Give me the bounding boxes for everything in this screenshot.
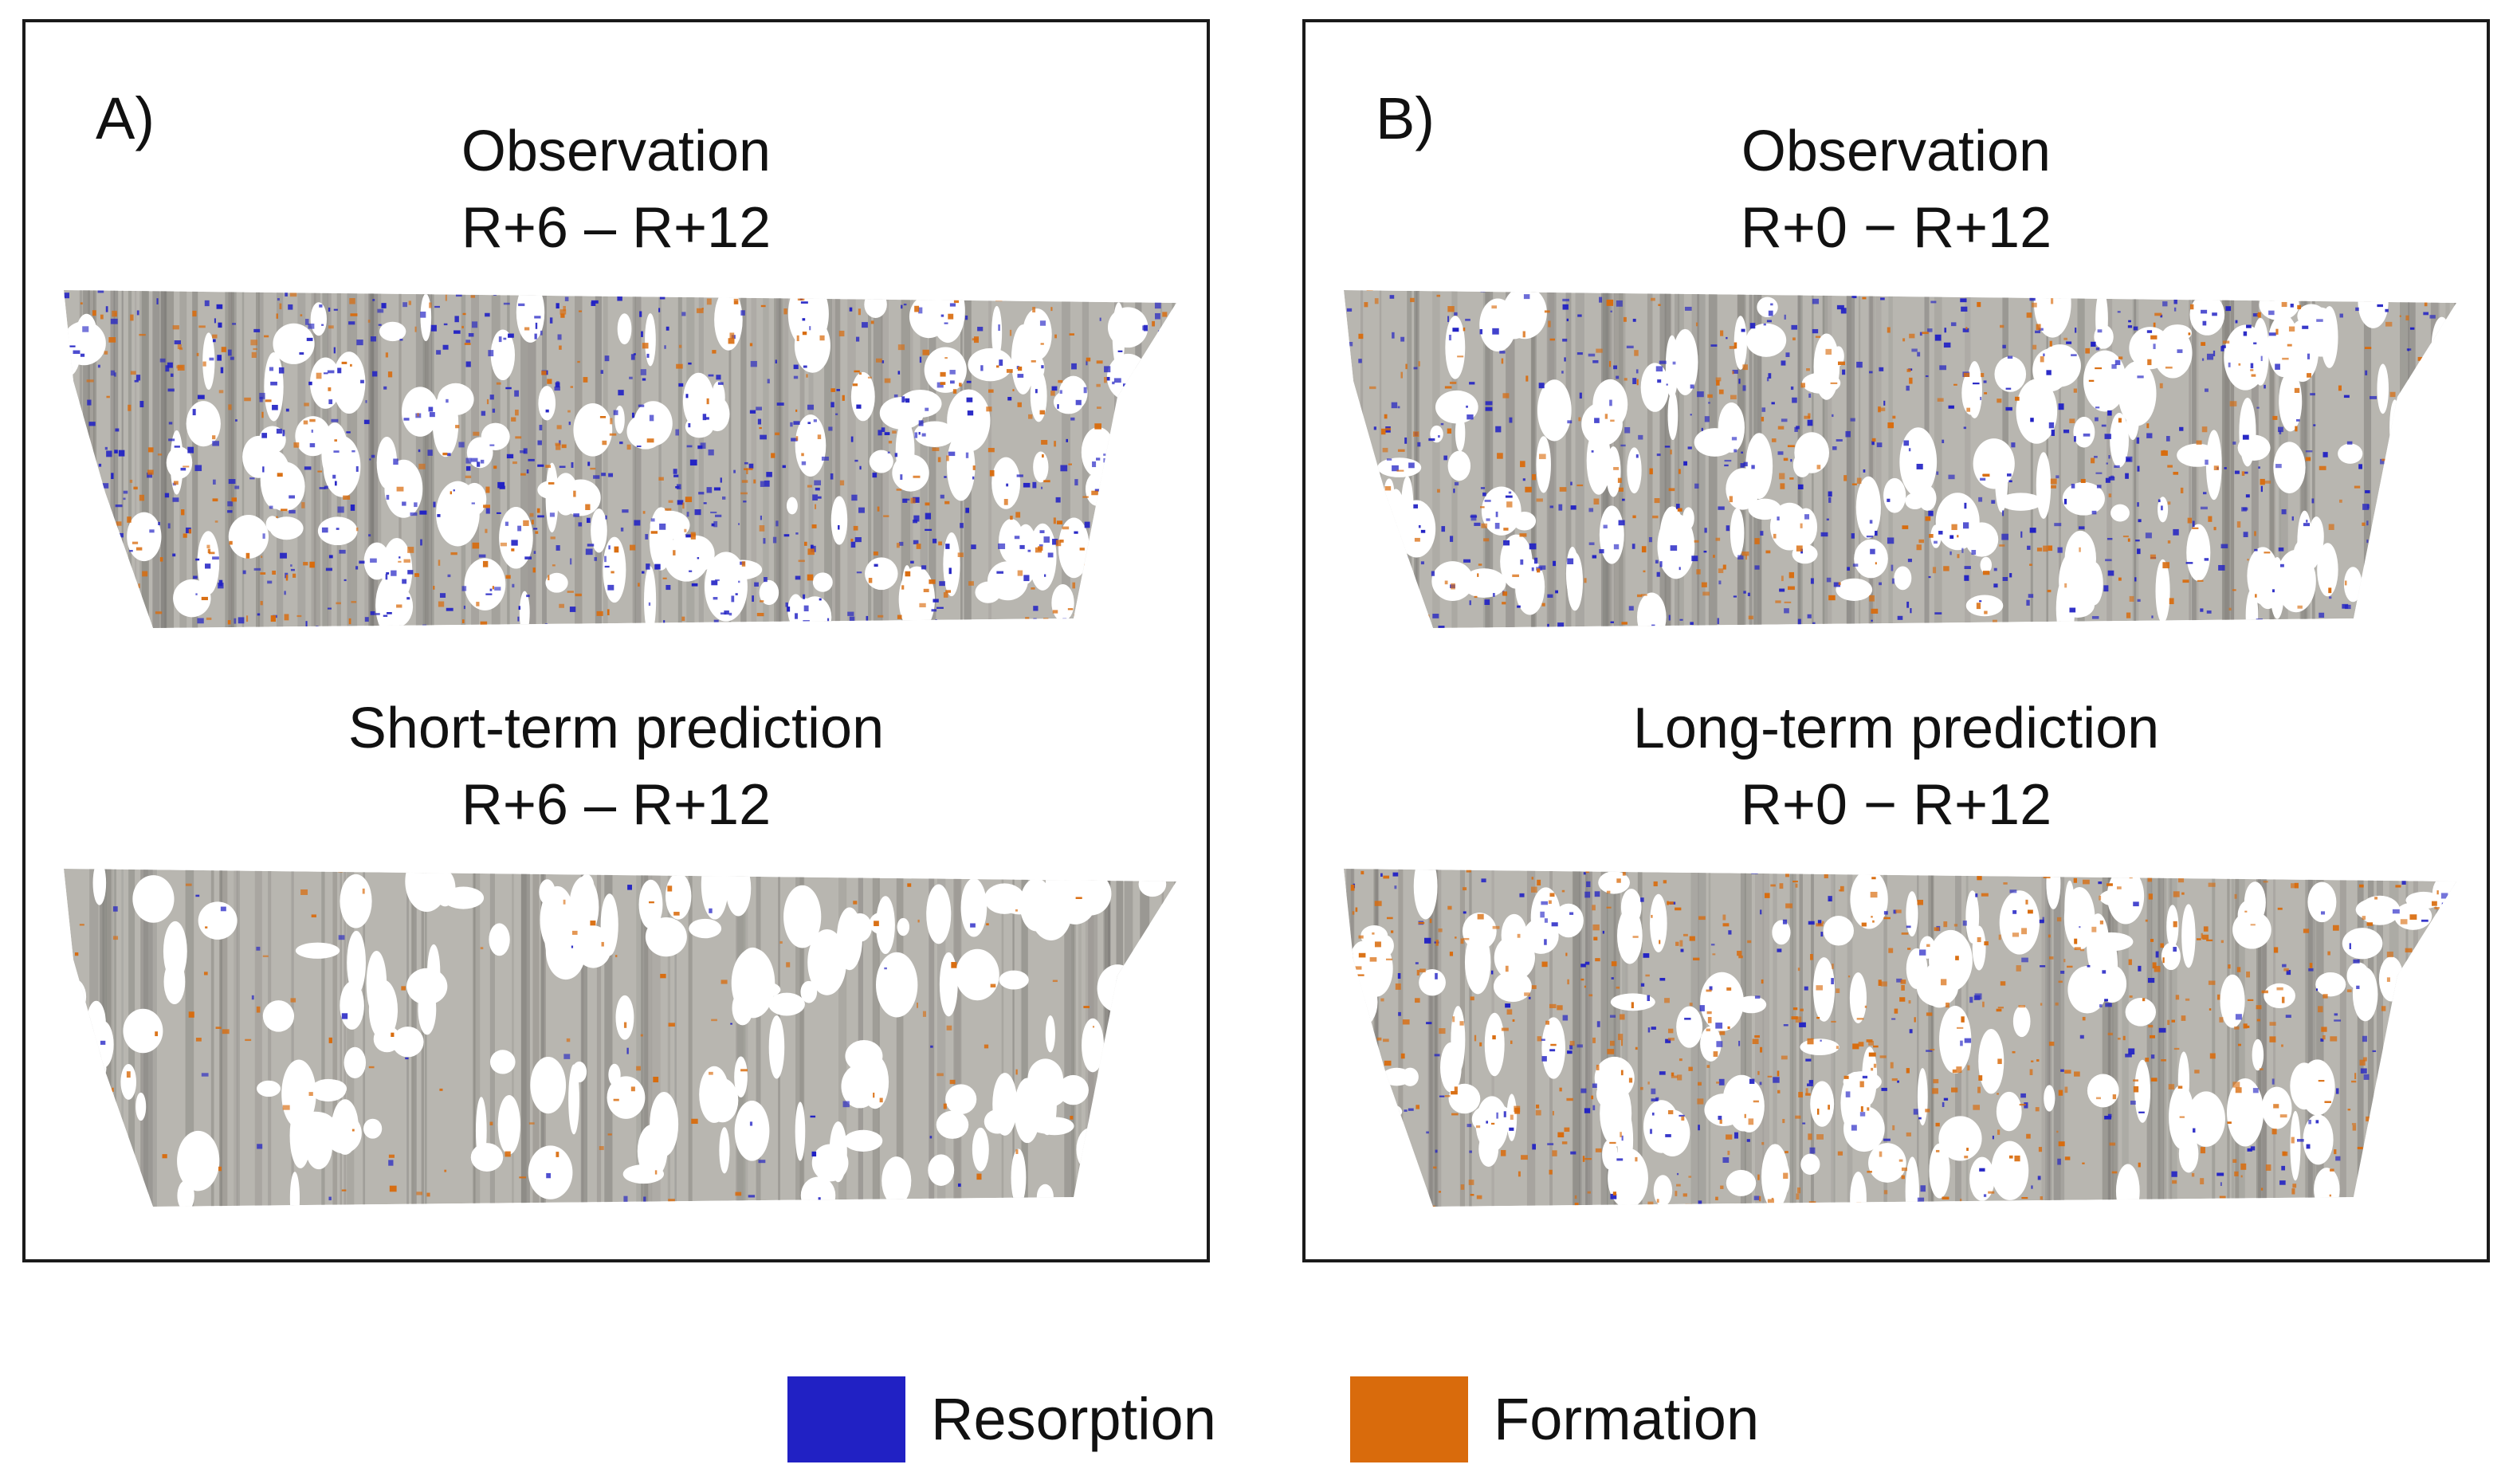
- caption-range: R+0 − R+12: [1740, 773, 2052, 837]
- bone-render-prediction: [1337, 864, 2461, 1215]
- caption-title: Observation: [1741, 120, 2052, 183]
- legend-label: Formation: [1494, 1386, 1760, 1452]
- caption-title: Short-term prediction: [347, 697, 885, 760]
- caption-range: R+6 – R+12: [461, 773, 772, 837]
- legend-item-resorption: Resorption: [787, 1376, 1216, 1463]
- caption-range: R+0 − R+12: [1740, 196, 2052, 260]
- panel-b: B) Observation R+0 − R+12 Long-term pred…: [1302, 19, 2490, 1262]
- formation-swatch: [1350, 1376, 1468, 1462]
- caption-range: R+6 – R+12: [461, 196, 772, 260]
- panel-letter: A): [96, 85, 155, 151]
- top-caption: Observation R+0 − R+12: [1306, 113, 2487, 266]
- caption-title: Long-term prediction: [1632, 697, 2160, 760]
- bone-render-prediction: [57, 864, 1181, 1215]
- panel-a: A) Observation R+6 – R+12 Short-term pre…: [22, 19, 1210, 1262]
- bone-render-observation: [57, 285, 1181, 636]
- legend-label: Resorption: [931, 1386, 1216, 1452]
- bone-render-observation: [1337, 285, 2461, 636]
- panel-letter: B): [1376, 85, 1435, 151]
- legend: Resorption Formation: [0, 1369, 2509, 1465]
- caption-title: Observation: [461, 120, 772, 183]
- bottom-caption: Short-term prediction R+6 – R+12: [26, 690, 1207, 843]
- resorption-swatch: [787, 1376, 905, 1462]
- top-caption: Observation R+6 – R+12: [26, 113, 1207, 266]
- legend-item-formation: Formation: [1350, 1376, 1759, 1463]
- bottom-caption: Long-term prediction R+0 − R+12: [1306, 690, 2487, 843]
